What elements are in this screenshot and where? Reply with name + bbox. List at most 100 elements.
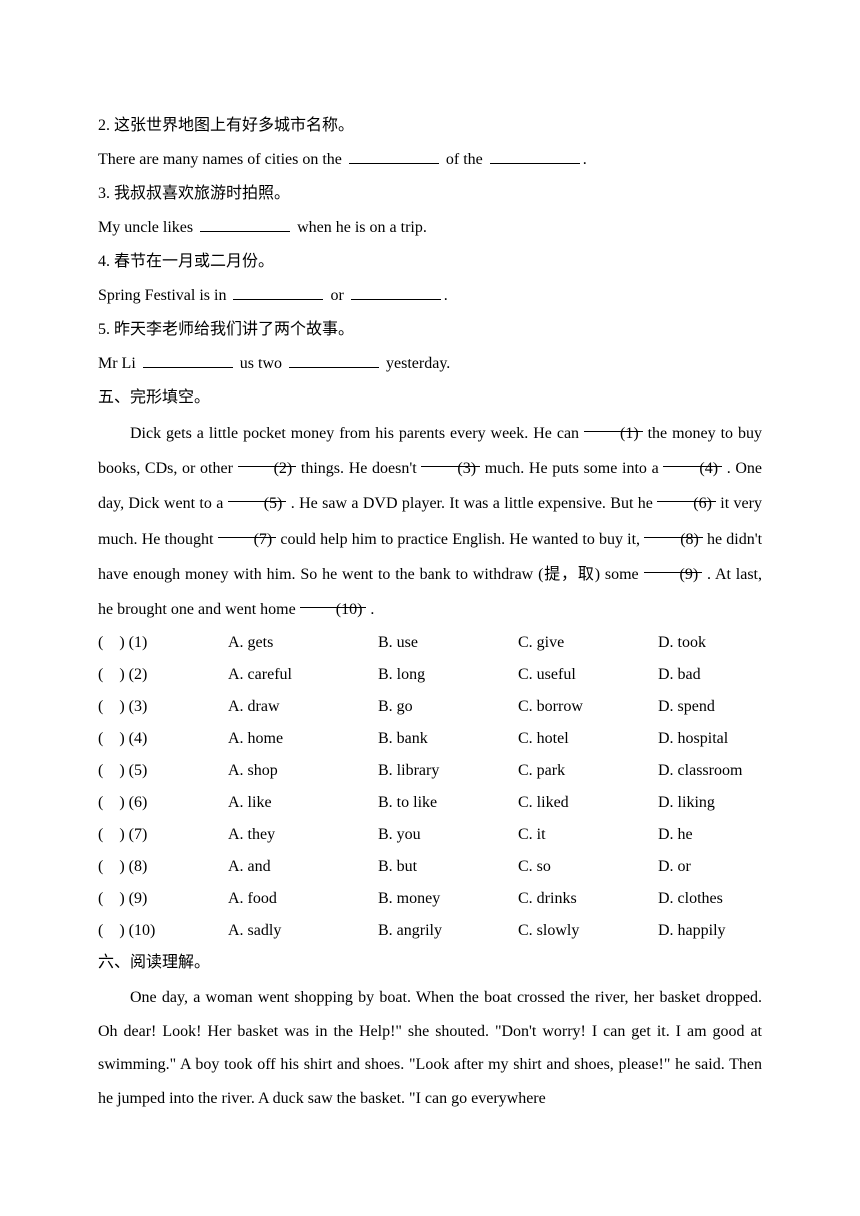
option-b[interactable]: B. bank: [378, 723, 518, 755]
q5-en-b: us two: [236, 355, 286, 372]
option-b[interactable]: B. use: [378, 627, 518, 659]
q3-en: My uncle likes when he is on a trip.: [98, 212, 762, 244]
option-d[interactable]: D. he: [658, 819, 762, 851]
cloze-blank-2[interactable]: (2): [238, 451, 297, 467]
cloze-t1: Dick gets a little pocket money from his…: [130, 425, 584, 442]
blank-input[interactable]: [490, 148, 580, 164]
option-number[interactable]: ( ) (1): [98, 627, 228, 659]
q2-en: There are many names of cities on the of…: [98, 144, 762, 176]
cloze-t11: .: [370, 601, 374, 618]
cloze-t6: . He saw a DVD player. It was a little e…: [291, 495, 658, 512]
option-d[interactable]: D. classroom: [658, 755, 762, 787]
option-b[interactable]: B. angrily: [378, 915, 518, 947]
option-number[interactable]: ( ) (8): [98, 851, 228, 883]
option-a[interactable]: A. careful: [228, 659, 378, 691]
q5-en: Mr Li us two yesterday.: [98, 348, 762, 380]
option-number[interactable]: ( ) (9): [98, 883, 228, 915]
option-b[interactable]: B. long: [378, 659, 518, 691]
option-d[interactable]: D. bad: [658, 659, 762, 691]
option-number[interactable]: ( ) (6): [98, 787, 228, 819]
q3-en-a: My uncle likes: [98, 219, 197, 236]
q5-en-c: yesterday.: [382, 355, 450, 372]
cloze-blank-6[interactable]: (6): [657, 486, 716, 502]
reading-passage: One day, a woman went shopping by boat. …: [98, 981, 762, 1115]
option-c[interactable]: C. drinks: [518, 883, 658, 915]
option-b[interactable]: B. go: [378, 691, 518, 723]
option-number[interactable]: ( ) (10): [98, 915, 228, 947]
option-a[interactable]: A. draw: [228, 691, 378, 723]
q2-en-b: of the: [442, 151, 487, 168]
q4-en-b: or: [326, 287, 347, 304]
blank-input[interactable]: [349, 148, 439, 164]
blank-input[interactable]: [351, 284, 441, 300]
cloze-blank-10[interactable]: (10): [300, 592, 367, 608]
option-row: ( ) (8)A. andB. butC. soD. or: [98, 851, 762, 883]
section6-title: 六、阅读理解。: [98, 947, 762, 979]
option-a[interactable]: A. like: [228, 787, 378, 819]
option-c[interactable]: C. useful: [518, 659, 658, 691]
option-number[interactable]: ( ) (7): [98, 819, 228, 851]
q3-cn: 3. 我叔叔喜欢旅游时拍照。: [98, 178, 762, 210]
cloze-blank-4[interactable]: (4): [663, 451, 722, 467]
cloze-blank-9[interactable]: (9): [644, 557, 703, 573]
option-number[interactable]: ( ) (2): [98, 659, 228, 691]
option-number[interactable]: ( ) (3): [98, 691, 228, 723]
cloze-blank-7[interactable]: (7): [218, 522, 277, 538]
option-d[interactable]: D. took: [658, 627, 762, 659]
q3-en-b: when he is on a trip.: [293, 219, 427, 236]
cloze-t8: could help him to practice English. He w…: [280, 531, 644, 548]
blank-input[interactable]: [233, 284, 323, 300]
option-row: ( ) (4)A. homeB. bankC. hotelD. hospital: [98, 723, 762, 755]
blank-input[interactable]: [289, 352, 379, 368]
blank-input[interactable]: [143, 352, 233, 368]
q2-en-c: .: [583, 151, 587, 168]
option-a[interactable]: A. shop: [228, 755, 378, 787]
cloze-passage: Dick gets a little pocket money from his…: [98, 416, 762, 627]
option-number[interactable]: ( ) (4): [98, 723, 228, 755]
q4-en-c: .: [444, 287, 448, 304]
option-c[interactable]: C. it: [518, 819, 658, 851]
option-d[interactable]: D. happily: [658, 915, 762, 947]
cloze-blank-1[interactable]: (1): [584, 416, 643, 432]
option-d[interactable]: D. or: [658, 851, 762, 883]
option-b[interactable]: B. library: [378, 755, 518, 787]
option-number[interactable]: ( ) (5): [98, 755, 228, 787]
option-b[interactable]: B. money: [378, 883, 518, 915]
cloze-blank-3[interactable]: (3): [421, 451, 480, 467]
cloze-blank-8[interactable]: (8): [644, 522, 703, 538]
option-c[interactable]: C. so: [518, 851, 658, 883]
q2-en-a: There are many names of cities on the: [98, 151, 346, 168]
option-b[interactable]: B. to like: [378, 787, 518, 819]
blank-input[interactable]: [200, 216, 290, 232]
q5-en-a: Mr Li: [98, 355, 140, 372]
option-row: ( ) (5)A. shopB. libraryC. parkD. classr…: [98, 755, 762, 787]
option-c[interactable]: C. slowly: [518, 915, 658, 947]
option-b[interactable]: B. but: [378, 851, 518, 883]
option-d[interactable]: D. hospital: [658, 723, 762, 755]
option-c[interactable]: C. park: [518, 755, 658, 787]
option-a[interactable]: A. they: [228, 819, 378, 851]
option-row: ( ) (3)A. drawB. goC. borrowD. spend: [98, 691, 762, 723]
cloze-blank-5[interactable]: (5): [228, 486, 287, 502]
cloze-t3: things. He doesn't: [301, 460, 421, 477]
option-a[interactable]: A. food: [228, 883, 378, 915]
option-c[interactable]: C. borrow: [518, 691, 658, 723]
option-c[interactable]: C. hotel: [518, 723, 658, 755]
option-d[interactable]: D. spend: [658, 691, 762, 723]
q2-cn: 2. 这张世界地图上有好多城市名称。: [98, 110, 762, 142]
option-c[interactable]: C. liked: [518, 787, 658, 819]
options-table: ( ) (1)A. getsB. useC. giveD. took ( ) (2…: [98, 627, 762, 947]
option-c[interactable]: C. give: [518, 627, 658, 659]
option-a[interactable]: A. and: [228, 851, 378, 883]
q4-cn: 4. 春节在一月或二月份。: [98, 246, 762, 278]
option-a[interactable]: A. gets: [228, 627, 378, 659]
section5-title: 五、完形填空。: [98, 382, 762, 414]
q5-cn: 5. 昨天李老师给我们讲了两个故事。: [98, 314, 762, 346]
option-d[interactable]: D. clothes: [658, 883, 762, 915]
q4-en: Spring Festival is in or .: [98, 280, 762, 312]
option-a[interactable]: A. sadly: [228, 915, 378, 947]
option-b[interactable]: B. you: [378, 819, 518, 851]
option-a[interactable]: A. home: [228, 723, 378, 755]
option-row: ( ) (10)A. sadlyB. angrilyC. slowlyD. ha…: [98, 915, 762, 947]
option-d[interactable]: D. liking: [658, 787, 762, 819]
